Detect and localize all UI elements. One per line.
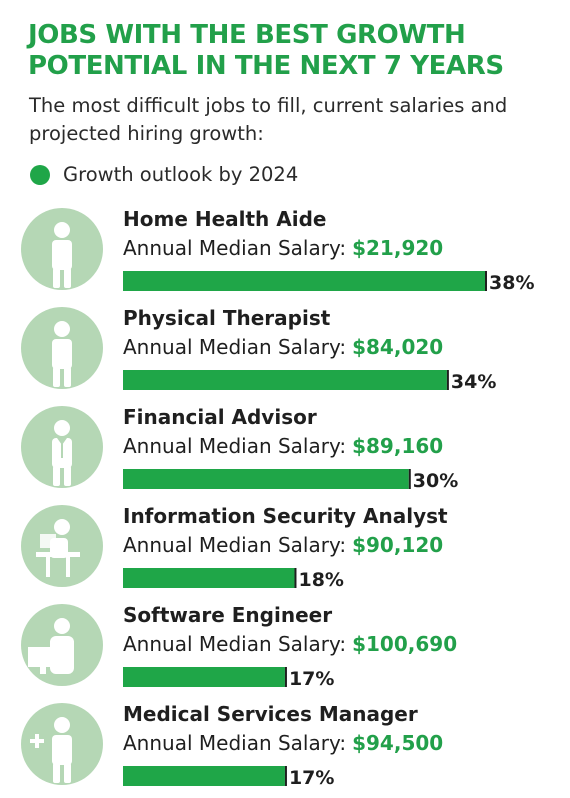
growth-bar (123, 469, 409, 489)
chair-leg (66, 557, 70, 577)
monitor-stand (40, 667, 46, 674)
bar-end-line (284, 766, 287, 786)
figure-body (52, 240, 72, 270)
figure-leg (53, 367, 60, 387)
growth-value-label: 18% (298, 569, 343, 591)
growth-bar (123, 667, 285, 687)
salary-label: Annual Median Salary: (123, 632, 346, 656)
bar-end-line (408, 469, 411, 489)
job-title: Financial Advisor (123, 405, 317, 429)
figure-head (54, 321, 70, 337)
salary-label: Annual Median Salary: (123, 731, 346, 755)
growth-value-label: 17% (289, 668, 334, 690)
cross-bar (35, 734, 39, 748)
figure-head (54, 618, 70, 634)
job-title: Home Health Aide (123, 207, 326, 231)
legend-swatch (30, 164, 50, 185)
bar-end-line (294, 568, 297, 588)
chair-leg (46, 557, 50, 577)
figure-head (54, 420, 70, 436)
bar-end-line (446, 370, 449, 390)
monitor-shape (28, 647, 58, 667)
chart-subtitle: The most difficult jobs to fill, current… (29, 94, 508, 145)
growth-bar (123, 370, 447, 390)
salary-label: Annual Median Salary: (123, 434, 346, 458)
salary-value: $90,120 (352, 533, 443, 557)
home-health-aide-icon (21, 208, 103, 290)
figure-head (54, 222, 70, 238)
figure-leg (53, 763, 60, 783)
desk-shape (36, 552, 80, 557)
financial-advisor-icon (21, 406, 103, 488)
figure-body (52, 339, 72, 369)
job-title: Information Security Analyst (123, 504, 448, 528)
legend: Growth outlook by 2024 (30, 163, 298, 186)
job-title: Software Engineer (123, 603, 332, 627)
laptop-shape (40, 534, 56, 548)
figure-head (54, 519, 70, 535)
salary-value: $100,690 (352, 632, 457, 656)
security-analyst-icon (21, 505, 103, 587)
salary-label: Annual Median Salary: (123, 236, 346, 260)
collar-shape (57, 438, 67, 445)
salary-label: Annual Median Salary: (123, 335, 346, 359)
legend-label: Growth outlook by 2024 (63, 163, 299, 186)
bar-end-line (284, 667, 287, 687)
tie-shape (61, 442, 63, 458)
figure-leg (64, 763, 71, 783)
figure-leg (64, 367, 71, 387)
growth-value-label: 34% (451, 371, 496, 393)
figure-head (54, 717, 70, 733)
growth-value-label: 30% (413, 470, 458, 492)
growth-bar (123, 271, 485, 291)
figure-leg (53, 268, 60, 288)
figure-leg (53, 466, 60, 486)
physical-therapist-icon (21, 307, 103, 389)
growth-bar (123, 766, 285, 786)
bar-end-line (485, 271, 487, 291)
medical-manager-icon (21, 703, 103, 785)
software-engineer-icon (21, 604, 103, 686)
salary-value: $21,920 (352, 236, 443, 260)
growth-bar (123, 568, 295, 588)
job-title: Medical Services Manager (123, 702, 418, 726)
salary-value: $94,500 (352, 731, 443, 755)
salary-label: Annual Median Salary: (123, 533, 346, 557)
chart-title: JOBS WITH THE BEST GROWTH POTENTIAL IN T… (28, 20, 504, 81)
figure-leg (64, 268, 71, 288)
figure-leg (64, 466, 71, 486)
growth-value-label: 38% (489, 272, 534, 294)
job-title: Physical Therapist (123, 306, 331, 330)
salary-value: $84,020 (352, 335, 443, 359)
figure-body (52, 735, 72, 765)
growth-value-label: 17% (289, 767, 334, 789)
salary-value: $89,160 (352, 434, 443, 458)
